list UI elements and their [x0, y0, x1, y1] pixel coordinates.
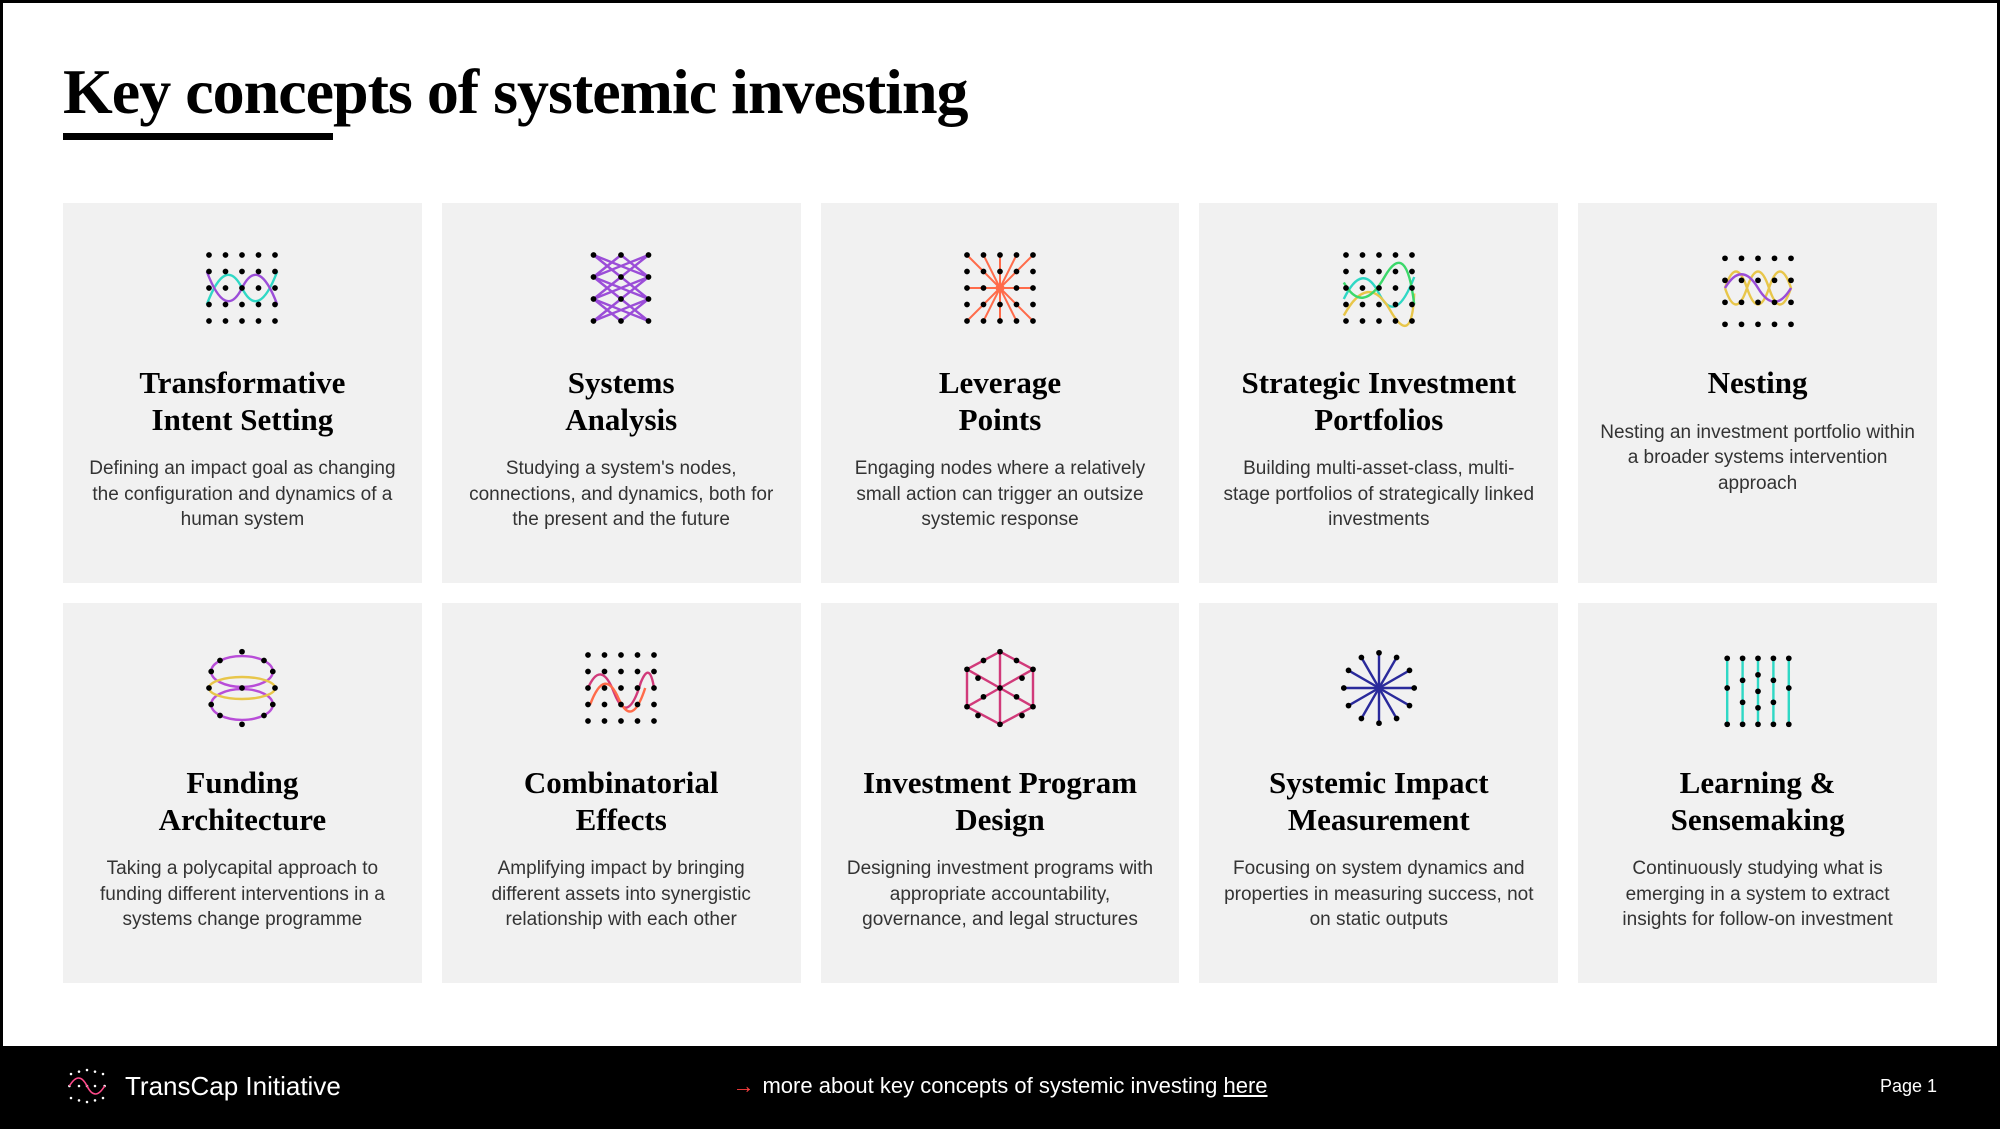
page-number: Page 1 [1880, 1076, 1937, 1097]
footer-brand: TransCap Initiative [63, 1062, 341, 1110]
card-title: Strategic Investment Portfolios [1241, 365, 1516, 438]
footer-center: → more about key concepts of systemic in… [732, 1073, 1267, 1099]
card-desc: Continuously studying what is emerging i… [1600, 856, 1915, 933]
card-title: Systems Analysis [565, 365, 677, 438]
program-design-icon [940, 633, 1060, 743]
card-desc: Designing investment programs with appro… [843, 856, 1158, 933]
card-desc: Amplifying impact by bringing different … [464, 856, 779, 933]
card-desc: Building multi-asset-class, multi-stage … [1221, 456, 1536, 533]
concept-card: Funding Architecture Taking a polycapital… [63, 603, 422, 983]
card-desc: Focusing on system dynamics and properti… [1221, 856, 1536, 933]
concept-card: Learning & Sensemaking Continuously study… [1578, 603, 1937, 983]
funding-icon [182, 633, 302, 743]
card-title: Combinatorial Effects [524, 765, 719, 838]
transformative-icon [182, 233, 302, 343]
arrow-icon: → [732, 1073, 754, 1099]
card-title: Transformative Intent Setting [139, 365, 345, 438]
footer: TransCap Initiative → more about key con… [3, 1046, 1997, 1126]
concept-card: Systems Analysis Studying a system's node… [442, 203, 801, 583]
learning-icon [1698, 633, 1818, 743]
brand-logo-icon [63, 1062, 111, 1110]
systems-analysis-icon [561, 233, 681, 343]
concept-card: Transformative Intent Setting Defining an… [63, 203, 422, 583]
leverage-icon [940, 233, 1060, 343]
card-title: Leverage Points [939, 365, 1061, 438]
card-title: Learning & Sensemaking [1671, 765, 1845, 838]
card-title: Investment Program Design [863, 765, 1137, 838]
concept-card: Strategic Investment Portfolios Building … [1199, 203, 1558, 583]
card-desc: Taking a polycapital approach to funding… [85, 856, 400, 933]
brand-label: TransCap Initiative [125, 1071, 341, 1102]
card-desc: Engaging nodes where a relatively small … [843, 456, 1158, 533]
footer-center-text: more about key concepts of systemic inve… [762, 1073, 1223, 1098]
title-underline: Key conce [63, 56, 333, 140]
footer-link[interactable]: here [1223, 1073, 1267, 1098]
nesting-icon [1698, 233, 1818, 343]
concept-grid: Transformative Intent Setting Defining an… [63, 203, 1937, 983]
concept-card: Leverage Points Engaging nodes where a re… [821, 203, 1180, 583]
card-desc: Nesting an investment portfolio within a… [1600, 420, 1915, 497]
card-desc: Studying a system's nodes, connections, … [464, 456, 779, 533]
page-title: Key concepts of systemic investing [63, 55, 968, 129]
concept-card: Systemic Impact Measurement Focusing on s… [1199, 603, 1558, 983]
combinatorial-icon [561, 633, 681, 743]
concept-card: Investment Program Design Designing inves… [821, 603, 1180, 983]
concept-card: Nesting Nesting an investment portfolio w… [1578, 203, 1937, 583]
card-title: Funding Architecture [159, 765, 327, 838]
card-desc: Defining an impact goal as changing the … [85, 456, 400, 533]
measurement-icon [1319, 633, 1439, 743]
portfolios-icon [1319, 233, 1439, 343]
card-title: Nesting [1708, 365, 1808, 402]
title-rest: pts of systemic investing [333, 56, 968, 127]
card-title: Systemic Impact Measurement [1269, 765, 1489, 838]
concept-card: Combinatorial Effects Amplifying impact b… [442, 603, 801, 983]
